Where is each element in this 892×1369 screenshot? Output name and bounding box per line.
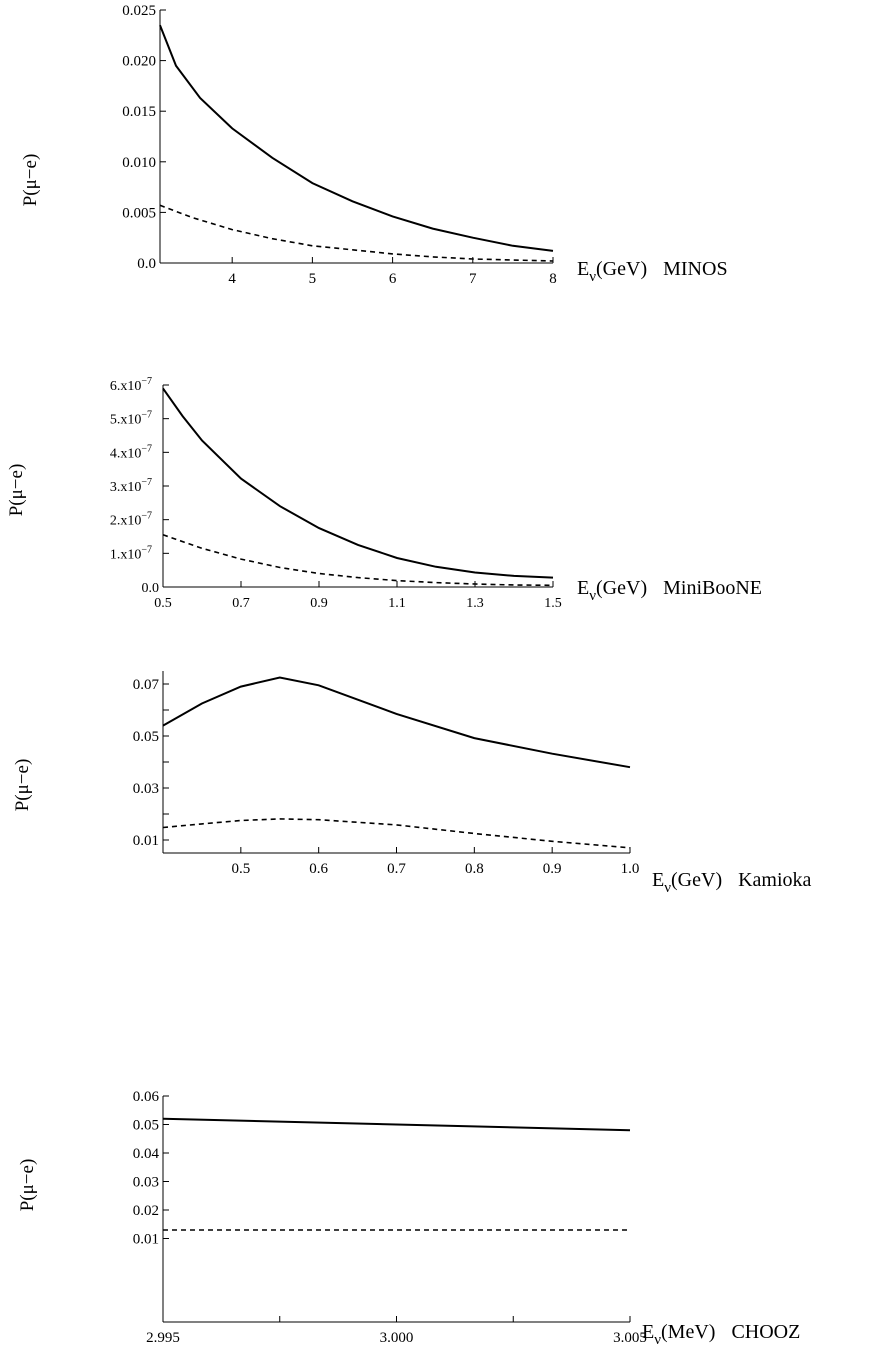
series-line-solid: [159, 24, 554, 252]
x-tick-label: 0.7: [387, 861, 406, 877]
x-tick-label: 2.995: [146, 1330, 180, 1346]
y-tick-label: 0.0: [137, 256, 156, 272]
chart-panel-chooz: 0.01 0.02 0.03 0.04 0.05 0.06 2.995 3.000 3.005 P…: [17, 1089, 800, 1348]
y-tick-label: 0.06: [133, 1089, 160, 1105]
y-tick-exponent: −7: [141, 544, 152, 555]
y-axis-label: P(μ−e): [20, 154, 41, 207]
x-tick-label: 6: [389, 271, 397, 287]
x-axis-label: Eν(GeV) MINOS: [577, 258, 728, 285]
chart-panel-kamioka: 0.01 0.03 0.05 0.07 0.5 0.6 0.7 0.8 0.9 1.0 P(μ−e)…: [12, 671, 812, 896]
x-tick-label: 0.5: [154, 596, 172, 611]
y-tick-label: 0.05: [133, 1118, 159, 1134]
series-line-dashed: [159, 204, 554, 262]
y-tick-label: 4.x10−7: [110, 443, 152, 461]
x-tick-label: 0.8: [465, 861, 484, 877]
y-tick-label: 0.0: [142, 581, 160, 596]
x-tick-label: 0.9: [310, 596, 328, 611]
y-tick-label: 1.x10−7: [110, 544, 152, 562]
y-tick-exponent: −7: [141, 477, 152, 488]
y-tick-label: 0.05: [133, 729, 159, 745]
y-axis-label: P(μ−e): [6, 464, 27, 517]
x-tick-label: 0.7: [232, 596, 250, 611]
y-tick-label: 6.x10−7: [110, 376, 152, 394]
y-tick-label: 0.01: [133, 833, 159, 849]
y-tick-label: 0.020: [122, 54, 156, 70]
y-tick-exponent: −7: [141, 410, 152, 421]
x-tick-label: 3.000: [380, 1330, 414, 1346]
chart-panel-minos: 0.0 0.005 0.010 0.015 0.020 0.025 4 5 6 7 8 P(μ−e) E…: [20, 3, 728, 287]
y-tick-label: 0.03: [133, 1175, 159, 1191]
series-line-solid: [162, 387, 554, 579]
x-axis-label: Eν(GeV) Kamioka: [652, 869, 812, 896]
y-tick-label: 0.025: [122, 3, 156, 19]
y-tick-exponent: −7: [141, 511, 152, 522]
x-tick-label: 0.6: [309, 861, 328, 877]
x-tick-label: 3.005: [613, 1330, 647, 1346]
y-tick-label: 0.005: [122, 205, 156, 221]
y-tick-exponent: −7: [141, 376, 152, 387]
x-tick-label: 5: [309, 271, 317, 287]
x-tick-label: 4: [228, 271, 236, 287]
y-tick-label: 0.01: [133, 1232, 159, 1248]
y-tick-label: 0.015: [122, 104, 156, 120]
x-tick-label: 8: [549, 271, 557, 287]
x-tick-label: 0.9: [543, 861, 562, 877]
x-axis-label: Eν(GeV) MiniBooNE: [577, 577, 762, 604]
y-tick-label: 0.010: [122, 155, 156, 171]
y-tick-label: 5.x10−7: [110, 410, 152, 428]
y-tick-label: 0.03: [133, 781, 159, 797]
x-axis-label: Eν(MeV) CHOOZ: [642, 1321, 800, 1348]
series-line-dashed: [162, 534, 554, 587]
y-tick-exponent: −7: [141, 443, 152, 454]
x-tick-label: 1.5: [544, 596, 562, 611]
y-tick-label: 0.02: [133, 1203, 159, 1219]
y-tick-label: 0.07: [133, 677, 160, 693]
y-axis-label: P(μ−e): [17, 1159, 38, 1212]
y-axis-label: P(μ−e): [12, 759, 33, 812]
x-tick-label: 1.1: [388, 596, 406, 611]
x-tick-label: 0.5: [231, 861, 250, 877]
series-line-solid: [162, 676, 631, 769]
y-tick-label: 3.x10−7: [110, 477, 152, 495]
chart-panel-miniboone: 0.0 1.x10−7 2.x10−7 3.x10−7 4.x10−7 5.x10−7 6.…: [6, 376, 762, 611]
y-tick-label: 0.04: [133, 1146, 160, 1162]
x-tick-label: 1.3: [466, 596, 484, 611]
series-line-dashed: [162, 818, 631, 849]
series-line-solid: [162, 1117, 631, 1132]
y-tick-label: 2.x10−7: [110, 511, 152, 529]
x-tick-label: 1.0: [621, 861, 640, 877]
x-tick-label: 7: [469, 271, 477, 287]
